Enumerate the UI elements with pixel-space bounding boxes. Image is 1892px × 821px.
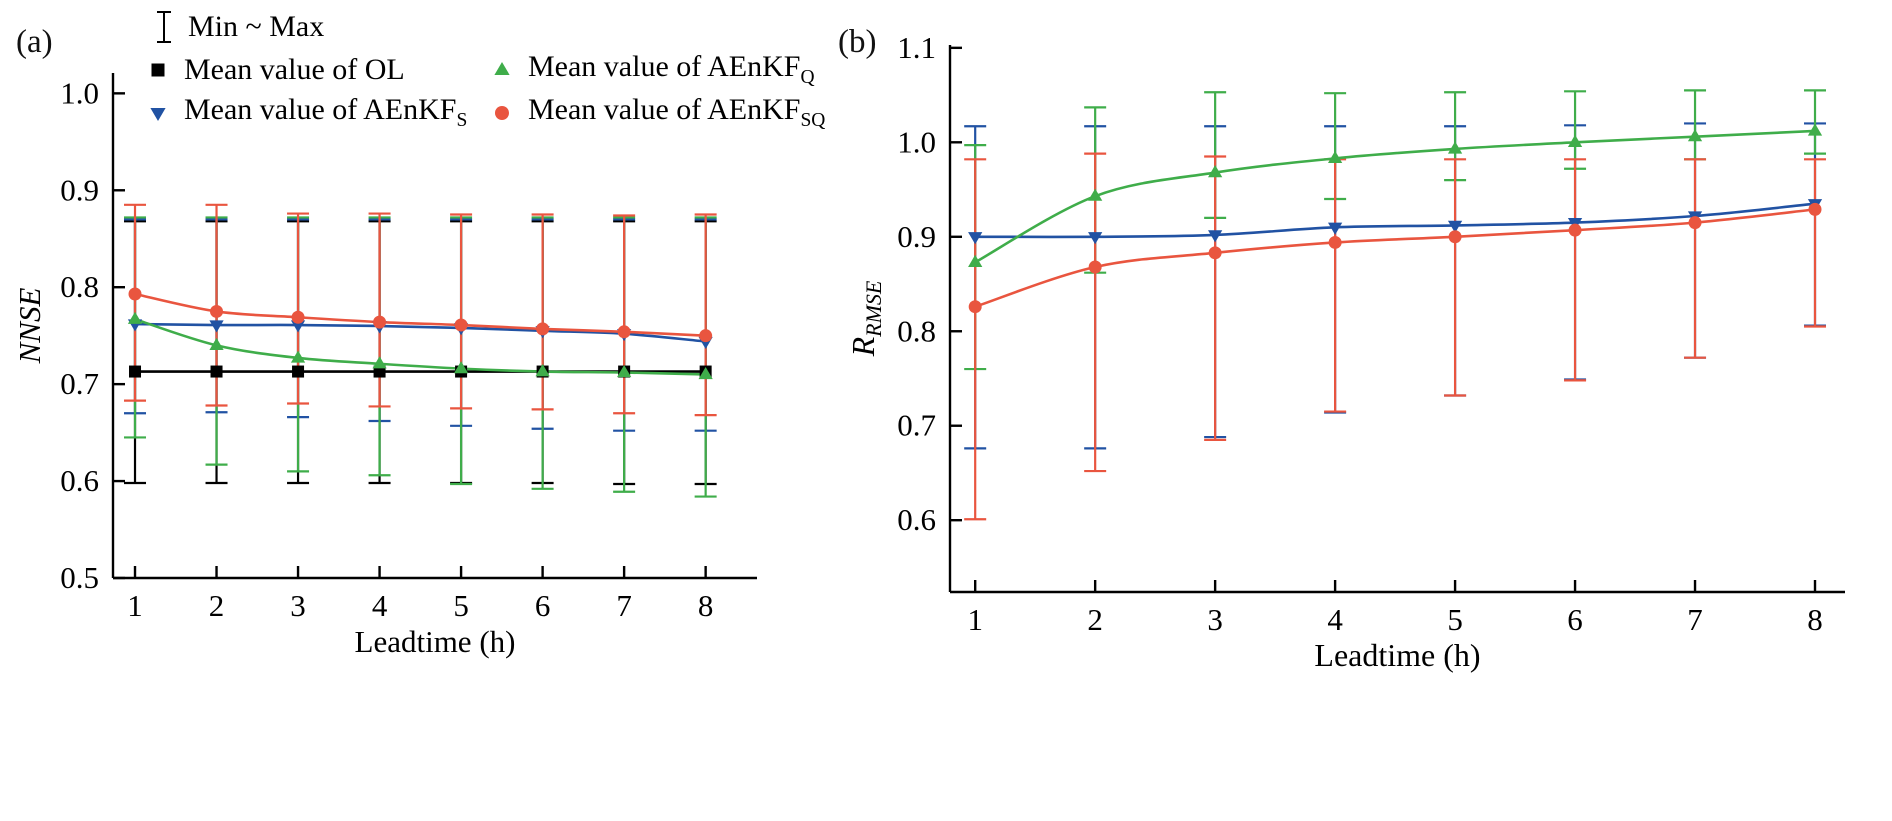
legend-item-label: Mean value of AEnKFS <box>184 93 468 131</box>
x-tick-label: 4 <box>1327 602 1343 637</box>
y-tick-label: 0.7 <box>897 408 936 443</box>
x-tick-label: 5 <box>453 588 469 623</box>
x-tick-label: 2 <box>1087 602 1103 637</box>
x-tick-label: 3 <box>1207 602 1223 637</box>
y-tick-label: 0.9 <box>897 219 936 254</box>
y-axis-label: NNSE <box>12 288 47 365</box>
y-tick-label: 0.5 <box>60 560 99 595</box>
series-markers-aenkf-sq <box>128 287 713 343</box>
series-markers-aenkf-q <box>968 123 1823 267</box>
series-line-aenkf-s <box>975 202 1816 239</box>
error-bars-aenkf-s <box>964 122 1827 450</box>
error-bars-ol <box>124 220 717 486</box>
x-tick-label: 8 <box>1807 602 1823 637</box>
panel-b-label: (b) <box>838 24 877 60</box>
x-tick-label: 7 <box>616 588 632 623</box>
x-axis-label: Leadtime (h) <box>355 624 516 659</box>
series-markers-aenkf-sq <box>968 202 1822 314</box>
error-bars-aenkf-q <box>124 216 717 498</box>
error-bar-icon <box>157 11 171 43</box>
y-tick-label: 0.7 <box>60 366 99 401</box>
legend-item-aenkf-sq: Mean value of AEnKFSQ <box>480 91 825 134</box>
y-tick-label: 0.6 <box>60 463 99 498</box>
square-marker-icon <box>151 63 165 76</box>
panel-b-chart: 0.6 0.7 0.8 0.9 1.0 1.1 1 2 3 4 5 6 7 8 Leadtime (h) RR… <box>845 30 1845 673</box>
axes <box>111 73 757 580</box>
legend-item-minmax: Min ~ Max <box>136 6 825 48</box>
x-tick-label: 6 <box>535 588 551 623</box>
series-line-aenkf-sq <box>134 292 706 337</box>
y-tick-label: 1.1 <box>897 30 936 65</box>
x-axis-label: Leadtime (h) <box>1314 637 1480 673</box>
legend: Min ~ Max Mean value of OL Mean value of … <box>136 6 825 134</box>
panel-a-label: (a) <box>16 24 53 60</box>
x-tick-label: 5 <box>1447 602 1463 637</box>
axis-tick-labels: 0.6 0.7 0.8 0.9 1.0 1.1 1 2 3 4 5 6 7 8 <box>897 30 1823 637</box>
error-bars-aenkf-sq <box>964 152 1827 521</box>
series-markers-aenkf-q <box>127 311 713 380</box>
axes <box>948 45 1845 594</box>
triangle-up-marker-icon <box>494 61 510 75</box>
circle-marker-icon <box>495 105 509 120</box>
x-tick-label: 8 <box>698 588 714 623</box>
y-tick-label: 0.8 <box>60 269 99 304</box>
series-line-aenkf-q <box>134 317 706 376</box>
legend-item-ol: Mean value of OL <box>136 48 480 91</box>
legend-item-label: Mean value of OL <box>184 52 405 86</box>
x-tick-label: 2 <box>209 588 225 623</box>
x-tick-label: 3 <box>290 588 306 623</box>
axis-tick-labels: 0.5 0.6 0.7 0.8 0.9 1.0 1 2 3 4 5 6 7 8 <box>60 75 713 623</box>
y-tick-label: 0.9 <box>60 172 99 207</box>
legend-item-label: Mean value of AEnKFSQ <box>528 93 826 131</box>
y-axis-label: RRMSE <box>845 280 886 357</box>
series-line-aenkf-q <box>974 129 1816 264</box>
x-tick-label: 7 <box>1687 602 1703 637</box>
y-tick-label: 0.8 <box>897 313 936 348</box>
y-tick-label: 1.0 <box>897 124 936 159</box>
legend-items: Mean value of OL Mean value of AEnKFQ Mean… <box>136 48 825 134</box>
x-tick-label: 6 <box>1567 602 1583 637</box>
x-tick-label: 1 <box>967 602 983 637</box>
triangle-down-marker-icon <box>150 107 166 121</box>
panel-a-chart: 0.5 0.6 0.7 0.8 0.9 1.0 1 2 3 4 5 6 7 8 Leadtime (h) NN… <box>12 73 757 659</box>
y-tick-label: 0.6 <box>897 502 936 537</box>
series-line-aenkf-s <box>134 322 706 343</box>
x-tick-label: 4 <box>372 588 388 623</box>
legend-item-aenkf-q: Mean value of AEnKFQ <box>480 48 825 91</box>
y-tick-label: 1.0 <box>60 75 99 110</box>
legend-item-label: Mean value of AEnKFQ <box>528 50 815 88</box>
legend-item-aenkf-s: Mean value of AEnKFS <box>136 91 480 134</box>
x-tick-label: 1 <box>127 588 143 623</box>
legend-minmax-label: Min ~ Max <box>188 10 325 43</box>
